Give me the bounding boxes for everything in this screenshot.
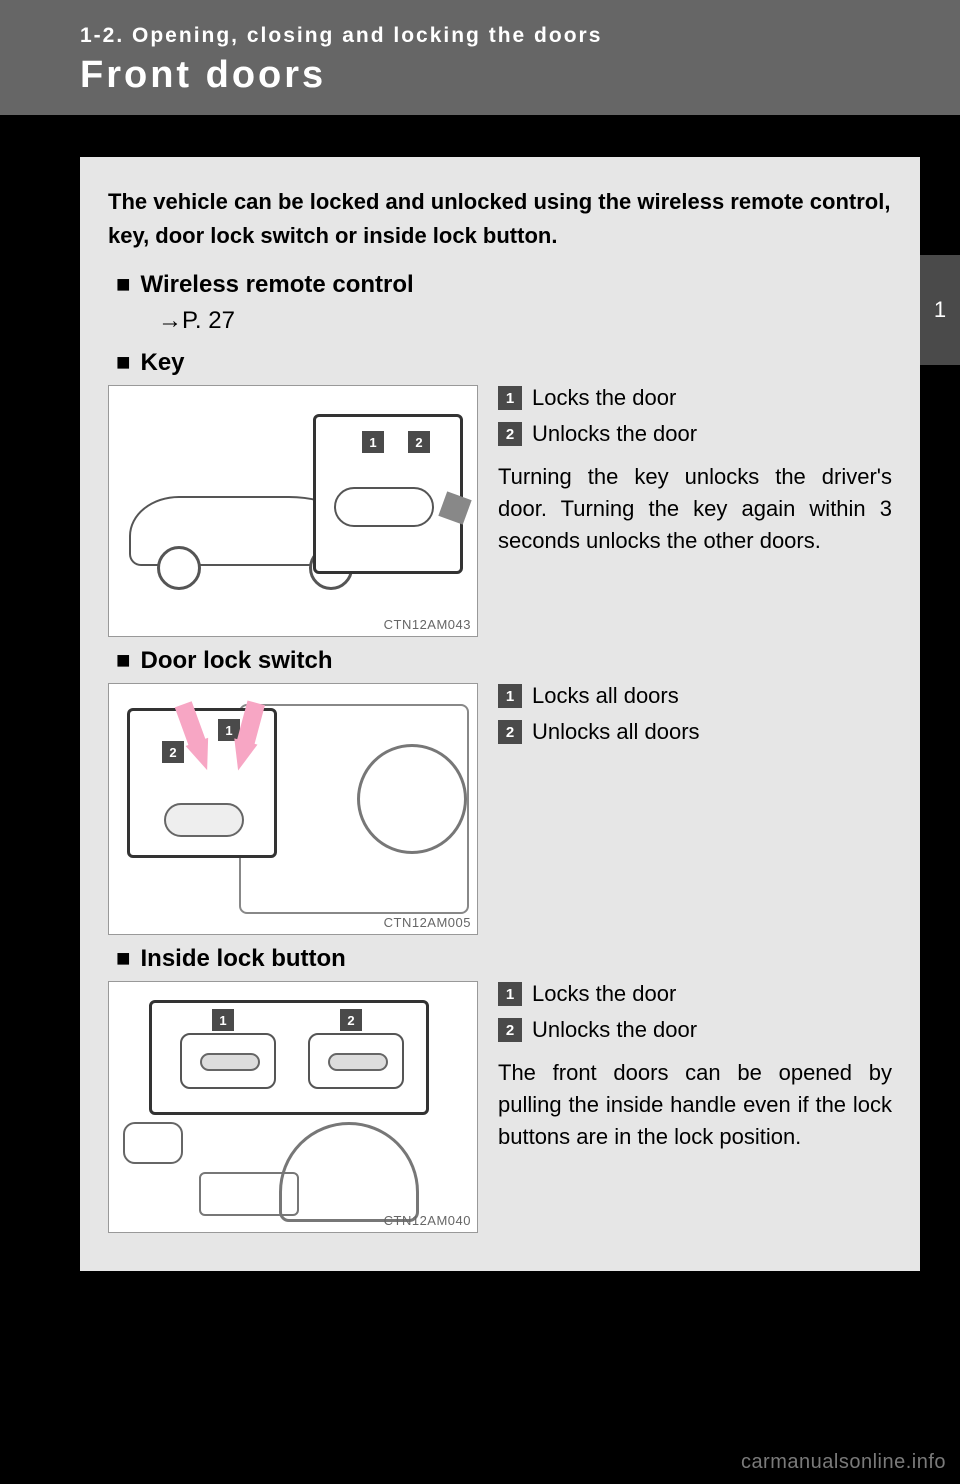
num-badge-2: 2 bbox=[498, 422, 522, 446]
subheading-switch-text: Door lock switch bbox=[141, 647, 333, 675]
image-code: CTN12AM005 bbox=[384, 915, 471, 930]
key-explain: Turning the key unlocks the driver's doo… bbox=[498, 461, 892, 557]
inside-item-2: 2 Unlocks the door bbox=[498, 1017, 892, 1043]
subheading-key-text: Key bbox=[141, 349, 185, 377]
inside-diagram: 1 2 CTN12AM040 bbox=[108, 981, 478, 1233]
door-handle-icon bbox=[334, 487, 434, 527]
content-panel: The vehicle can be locked and unlocked u… bbox=[80, 157, 920, 1271]
page-ref-text: P. 27 bbox=[182, 307, 235, 334]
callout-box: 1 2 bbox=[313, 414, 463, 574]
steering-wheel-icon bbox=[279, 1122, 419, 1222]
inside-explain: The front doors can be opened by pulling… bbox=[498, 1057, 892, 1153]
inside-item-2-text: Unlocks the door bbox=[532, 1017, 697, 1043]
switch-item-1: 1 Locks all doors bbox=[498, 683, 892, 709]
chapter-tab-label: 1 bbox=[934, 297, 946, 323]
switch-item-2: 2 Unlocks all doors bbox=[498, 719, 892, 745]
inside-description: 1 Locks the door 2 Unlocks the door The … bbox=[498, 981, 892, 1233]
section-title: Front doors bbox=[80, 54, 920, 97]
key-item-1: 1 Locks the door bbox=[498, 385, 892, 411]
lever-icon bbox=[328, 1053, 388, 1071]
section-number: 1-2. Opening, closing and locking the do… bbox=[80, 24, 920, 48]
switch-item-2-text: Unlocks all doors bbox=[532, 719, 700, 745]
key-item-2-text: Unlocks the door bbox=[532, 421, 697, 447]
switch-item-1-text: Locks all doors bbox=[532, 683, 679, 709]
subheading-inside: ■ Inside lock button bbox=[116, 945, 892, 973]
inside-handle-icon bbox=[180, 1033, 276, 1089]
subheading-wireless-text: Wireless remote control bbox=[141, 271, 414, 299]
key-diagram: 1 2 CTN12AM043 bbox=[108, 385, 478, 637]
page-header: 1-2. Opening, closing and locking the do… bbox=[0, 0, 960, 115]
inside-row: 1 2 CTN12AM040 1 Locks the door 2 Unlock… bbox=[108, 981, 892, 1233]
num-badge-1: 1 bbox=[498, 684, 522, 708]
square-bullet-icon: ■ bbox=[116, 349, 131, 377]
key-row: 1 2 CTN12AM043 1 Locks the door 2 Unlock… bbox=[108, 385, 892, 637]
arrow-icon: → bbox=[158, 307, 182, 334]
callout-box: 1 2 bbox=[149, 1000, 429, 1115]
callout-box: 1 2 bbox=[127, 708, 277, 858]
num-badge-2: 2 bbox=[498, 1018, 522, 1042]
badge-2: 2 bbox=[408, 431, 430, 453]
mirror-icon bbox=[123, 1122, 183, 1164]
key-icon bbox=[438, 492, 471, 525]
wheel-icon bbox=[157, 546, 201, 590]
badge-2: 2 bbox=[340, 1009, 362, 1031]
num-badge-1: 1 bbox=[498, 982, 522, 1006]
arrow-down-icon bbox=[227, 739, 258, 774]
key-description: 1 Locks the door 2 Unlocks the door Turn… bbox=[498, 385, 892, 637]
square-bullet-icon: ■ bbox=[116, 945, 131, 973]
intro-text: The vehicle can be locked and unlocked u… bbox=[108, 185, 892, 253]
inside-item-1: 1 Locks the door bbox=[498, 981, 892, 1007]
inside-handle-icon bbox=[308, 1033, 404, 1089]
num-badge-2: 2 bbox=[498, 720, 522, 744]
subheading-inside-text: Inside lock button bbox=[141, 945, 346, 973]
square-bullet-icon: ■ bbox=[116, 647, 131, 675]
image-code: CTN12AM043 bbox=[384, 617, 471, 632]
watermark: carmanualsonline.info bbox=[741, 1451, 946, 1474]
subheading-key: ■ Key bbox=[116, 349, 892, 377]
lever-icon bbox=[200, 1053, 260, 1071]
switch-diagram: 1 2 CTN12AM005 bbox=[108, 683, 478, 935]
num-badge-1: 1 bbox=[498, 386, 522, 410]
key-item-1-text: Locks the door bbox=[532, 385, 676, 411]
switch-row: 1 2 CTN12AM005 1 Locks all doors 2 Unloc… bbox=[108, 683, 892, 935]
square-bullet-icon: ■ bbox=[116, 271, 131, 299]
arrow-down-icon bbox=[186, 738, 219, 774]
switch-description: 1 Locks all doors 2 Unlocks all doors bbox=[498, 683, 892, 935]
switch-pad-icon bbox=[164, 803, 244, 837]
inside-item-1-text: Locks the door bbox=[532, 981, 676, 1007]
badge-2: 2 bbox=[162, 741, 184, 763]
subheading-wireless: ■ Wireless remote control bbox=[116, 271, 892, 299]
chapter-tab: 1 bbox=[920, 255, 960, 365]
badge-1: 1 bbox=[212, 1009, 234, 1031]
badge-1: 1 bbox=[362, 431, 384, 453]
subheading-switch: ■ Door lock switch bbox=[116, 647, 892, 675]
image-code: CTN12AM040 bbox=[384, 1213, 471, 1228]
page-reference: →P. 27 bbox=[158, 307, 892, 335]
key-item-2: 2 Unlocks the door bbox=[498, 421, 892, 447]
steering-wheel-icon bbox=[357, 744, 467, 854]
